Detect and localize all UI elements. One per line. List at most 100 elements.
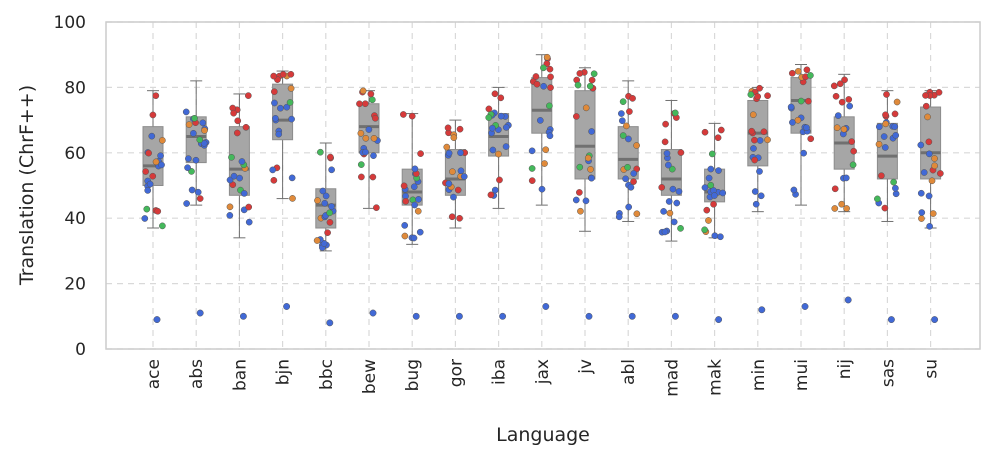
point-abs: [194, 188, 202, 196]
point-bjn: [288, 174, 296, 182]
point-su: [920, 169, 928, 176]
point-ban: [230, 172, 238, 180]
point-min: [757, 192, 765, 200]
x-tick-label-mak: mak: [706, 359, 726, 396]
point-jv: [582, 197, 590, 205]
point-bug: [415, 196, 422, 203]
point-mad: [665, 161, 672, 169]
point-iba: [489, 146, 497, 154]
point-abs: [192, 156, 200, 164]
point-bbc: [326, 219, 334, 226]
point-bbc: [322, 192, 330, 200]
point-mak: [711, 232, 719, 240]
y-axis-label: Translation (ChrF++): [16, 85, 38, 286]
point-nij: [838, 98, 846, 106]
strip-points: [141, 53, 944, 327]
point-bew: [362, 134, 370, 142]
point-ban: [245, 203, 253, 211]
point-mad: [677, 225, 684, 232]
point-abl: [623, 122, 630, 130]
point-mak: [701, 184, 709, 191]
point-iba: [497, 112, 505, 120]
point-bug: [411, 201, 418, 209]
point-jv: [586, 82, 594, 90]
point-ace: [159, 222, 166, 230]
point-jax: [543, 53, 551, 61]
point-bug: [410, 234, 418, 242]
x-axis-label: Language: [496, 424, 590, 446]
point-iba: [497, 94, 505, 102]
point-jax: [528, 147, 536, 155]
point-min: [764, 136, 771, 144]
point-bew: [357, 161, 365, 168]
box-bjn: [272, 83, 294, 141]
point-mui: [800, 149, 807, 157]
point-iba: [491, 186, 499, 194]
point-mad: [662, 120, 669, 128]
point-mak: [711, 192, 718, 199]
x-tick-label-iba: iba: [490, 359, 510, 385]
point-bug: [400, 182, 408, 190]
plot-frame: [105, 21, 981, 350]
point-bjn: [270, 88, 278, 96]
point-nij: [842, 174, 850, 182]
point-ban: [242, 123, 250, 131]
point-jax: [546, 132, 554, 140]
point-mui: [805, 97, 812, 105]
y-tick-label: 60: [64, 144, 86, 164]
point-gor: [456, 214, 463, 222]
point-bug: [402, 198, 410, 205]
outlier-point-ban: [239, 312, 247, 320]
point-nij: [836, 80, 844, 88]
point-sas: [882, 111, 889, 119]
point-abs: [185, 155, 192, 163]
point-ban: [236, 174, 243, 182]
point-iba: [495, 150, 502, 158]
point-abl: [622, 175, 629, 183]
point-bbc: [328, 166, 335, 174]
point-bew: [370, 152, 377, 160]
x-tick-label-gor: gor: [446, 359, 466, 387]
point-su: [935, 89, 943, 96]
point-mak: [705, 217, 712, 224]
point-ban: [245, 218, 253, 226]
point-bug: [411, 165, 419, 173]
point-bbc: [313, 237, 321, 244]
point-gor: [445, 149, 453, 157]
point-su: [926, 223, 933, 230]
point-bug: [408, 112, 416, 120]
point-sas: [878, 172, 885, 180]
point-su: [931, 155, 938, 162]
point-mui: [787, 103, 795, 111]
outlier-point-iba: [499, 312, 507, 320]
point-jax: [546, 65, 554, 73]
point-nij: [832, 92, 840, 100]
point-min: [748, 127, 756, 135]
point-nij: [848, 138, 856, 145]
point-sas: [892, 190, 900, 198]
point-ace: [158, 161, 165, 169]
point-jv: [590, 70, 598, 78]
point-jv: [588, 76, 596, 84]
point-bew: [373, 204, 380, 212]
point-sas: [882, 120, 890, 128]
point-gor: [454, 186, 462, 194]
point-bjn: [277, 104, 284, 112]
point-mak: [714, 134, 722, 142]
point-jv: [574, 81, 582, 89]
point-jv: [576, 70, 584, 77]
point-mak: [703, 206, 711, 214]
point-ace: [152, 92, 160, 100]
point-ace: [144, 187, 152, 194]
point-gor: [457, 167, 465, 175]
point-mui: [794, 67, 802, 75]
point-ban: [230, 109, 237, 117]
point-abs: [182, 108, 190, 116]
outlier-point-bbc: [326, 319, 334, 327]
point-ban: [228, 153, 235, 161]
point-iba: [491, 90, 499, 98]
point-sas: [891, 123, 899, 131]
point-min: [752, 200, 760, 208]
point-sas: [892, 132, 900, 139]
point-mad: [661, 138, 669, 146]
